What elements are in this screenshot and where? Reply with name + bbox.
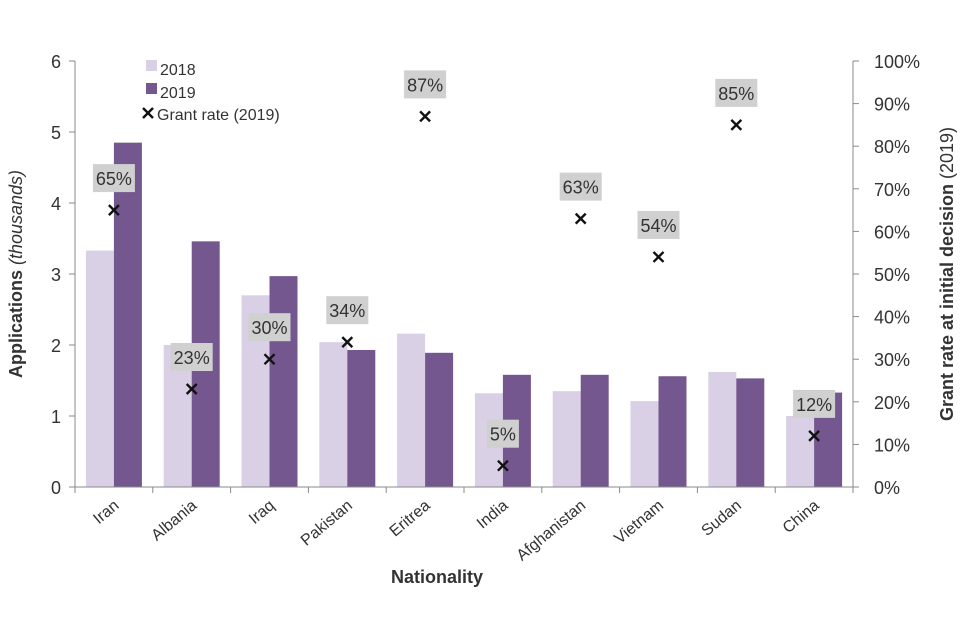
legend: 2018 2019 Grant rate (2019): [142, 60, 280, 124]
y-tick-label: 4: [51, 194, 61, 214]
grant-rate-label-box-india: [486, 419, 519, 448]
y2-axis-title-year: (2019): [937, 127, 957, 179]
grant-rate-label-eritrea: 87%: [407, 75, 443, 95]
legend-label-2019: 2019: [160, 85, 196, 102]
x-tick-label-vietnam: Vietnam: [611, 497, 667, 548]
y2-tick-label: 50%: [874, 265, 910, 285]
bar-2018-afghanistan: [552, 391, 581, 487]
grant-rate-markers: 65% 23% 30% 34% 87% 5% 63% 54% 85% 12%: [92, 70, 836, 472]
x-tick-label-iran: Iran: [90, 497, 122, 528]
grant-rate-marker-albania: [185, 383, 198, 395]
left-axis-ticks: 0 1 2 3 4 5 6: [51, 52, 75, 498]
y2-tick-label: 60%: [874, 222, 910, 242]
y2-tick-label: 10%: [874, 435, 910, 455]
bar-2018-iran: [85, 250, 114, 487]
grant-rate-label-india: 5%: [490, 425, 516, 445]
y2-tick-label: 20%: [874, 393, 910, 413]
bar-2018-pakistan: [319, 342, 348, 487]
grant-rate-label-box-iran: [92, 164, 135, 193]
grant-rate-label-box-vietnam: [637, 210, 680, 239]
bar-2019-sudan: [736, 378, 765, 487]
grant-rate-label-box-iraq: [248, 313, 291, 342]
x-tick-label-pakistan: Pakistan: [298, 497, 356, 549]
legend-label-grant-rate: Grant rate (2019): [157, 107, 280, 124]
bar-2019-eritrea: [425, 352, 454, 487]
bar-2019-iran: [113, 142, 142, 487]
y-tick-label: 3: [51, 265, 61, 285]
grant-rate-label-box-china: [793, 389, 836, 418]
bar-2019-iraq: [269, 276, 298, 487]
y-axis-title: Applications (thousands): [6, 170, 26, 378]
y2-tick-label: 90%: [874, 95, 910, 115]
bar-2018-eritrea: [397, 333, 426, 487]
grant-rate-marker-sudan: [730, 119, 743, 131]
bar-2019-vietnam: [658, 376, 687, 487]
right-axis-ticks: 0% 10% 20% 30% 40% 50% 60% 70% 80% 90% 100%: [853, 52, 920, 498]
grant-rate-label-box-albania: [170, 343, 213, 372]
y-tick-label: 6: [51, 52, 61, 72]
x-tick-label-iraq: Iraq: [246, 497, 278, 528]
grant-rate-marker-pakistan: [341, 336, 354, 349]
bars-layer: [85, 142, 843, 487]
y-axis-title-main: Applications: [6, 265, 26, 378]
grant-rate-label-sudan: 85%: [718, 84, 754, 104]
bar-2018-china: [786, 416, 815, 487]
x-axis-ticks: Iran Albania Iraq Pakistan Eritrea India Afgha…: [74, 487, 854, 564]
grant-rate-label-box-sudan: [715, 78, 758, 107]
y-tick-label: 0: [51, 478, 61, 498]
grant-rate-marker-iran: [108, 204, 120, 216]
grant-rate-label-vietnam: 54%: [640, 216, 676, 236]
legend-label-2018: 2018: [160, 62, 196, 79]
grant-rate-label-pakistan: 34%: [329, 301, 365, 321]
grant-rate-marker-eritrea: [419, 110, 431, 123]
y-tick-label: 5: [51, 123, 61, 143]
grant-rate-marker-india: [497, 459, 509, 472]
grant-rate-label-box-afghanistan: [559, 172, 602, 201]
y-tick-label: 1: [51, 407, 61, 427]
grant-rate-label-iran: 65%: [96, 169, 132, 189]
x-axis-title: Nationality: [391, 567, 483, 587]
x-tick-label-afghanistan: Afghanistan: [514, 497, 590, 564]
grant-rate-label-box-eritrea: [404, 70, 447, 99]
x-tick-label-albania: Albania: [148, 497, 200, 544]
y2-tick-label: 70%: [874, 180, 910, 200]
x-tick-label-india: India: [474, 497, 512, 532]
bar-2019-afghanistan: [580, 374, 609, 487]
bar-2018-sudan: [708, 371, 737, 487]
y2-tick-label: 0%: [874, 478, 900, 498]
grant-rate-label-box-pakistan: [326, 296, 369, 325]
y2-tick-label: 30%: [874, 350, 910, 370]
y-tick-label: 2: [51, 336, 61, 356]
legend-marker-grant-rate: [142, 107, 154, 119]
y2-tick-label: 80%: [874, 137, 910, 157]
y-axis-title-unit: (thousands): [6, 170, 26, 265]
y2-tick-label: 100%: [874, 52, 920, 72]
legend-swatch-2018: [146, 60, 157, 71]
grant-rate-marker-iraq: [263, 353, 276, 366]
bar-2019-pakistan: [347, 349, 376, 487]
y2-axis-title-main: Grant rate at initial decision: [937, 179, 957, 421]
x-tick-label-eritrea: Eritrea: [387, 497, 434, 540]
grant-rate-label-iraq: 30%: [251, 318, 287, 338]
grant-rate-label-china: 12%: [796, 395, 832, 415]
y2-tick-label: 40%: [874, 308, 910, 328]
grant-rate-marker-china: [808, 430, 820, 442]
grant-rate-label-albania: 23%: [174, 348, 210, 368]
x-tick-label-china: China: [780, 497, 823, 537]
grant-rate-label-afghanistan: 63%: [563, 178, 599, 198]
bar-2018-vietnam: [630, 401, 659, 487]
grant-rate-marker-afghanistan: [574, 212, 587, 225]
x-tick-label-sudan: Sudan: [699, 497, 745, 540]
legend-swatch-2019: [146, 83, 157, 94]
y2-axis-title: Grant rate at initial decision (2019): [937, 127, 957, 421]
grant-rate-marker-vietnam: [652, 251, 665, 263]
